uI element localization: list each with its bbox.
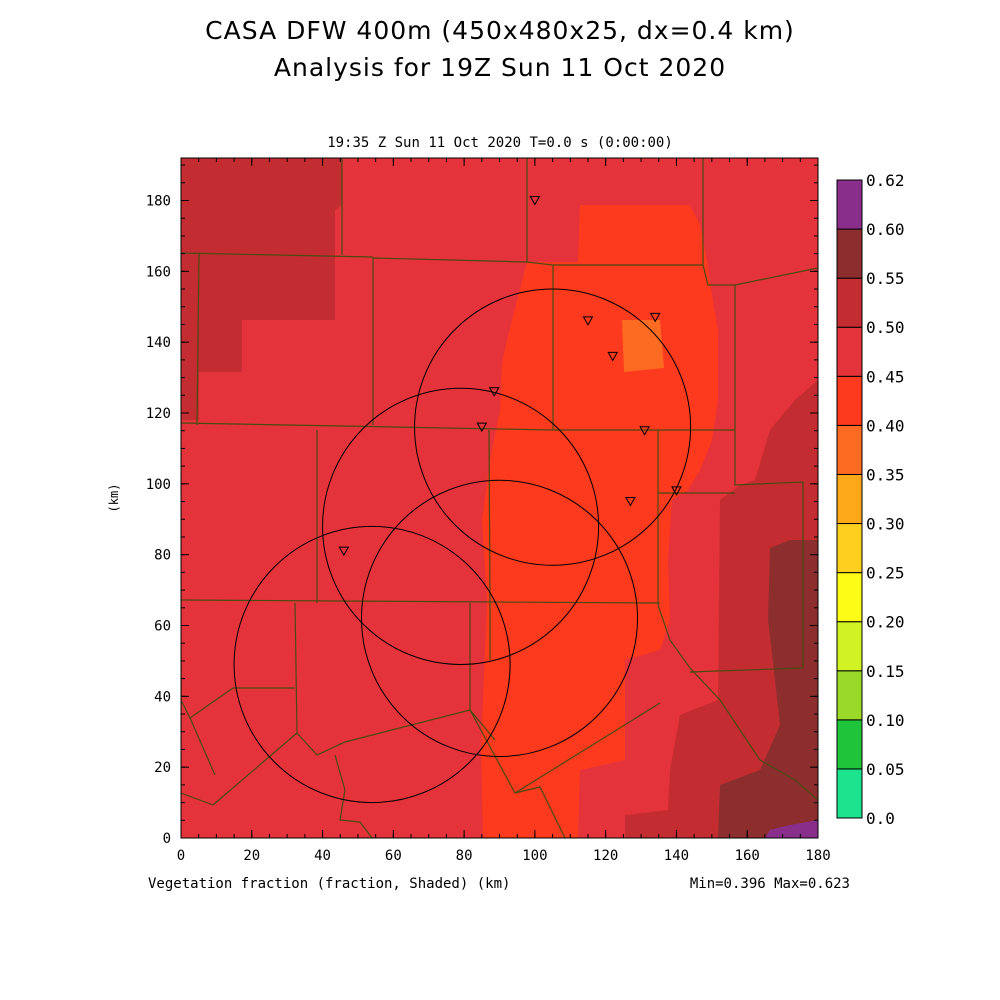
colorbar-swatch (836, 473, 863, 525)
colorbar-swatch (836, 621, 863, 672)
colorbar-swatch (836, 719, 863, 770)
station-marker (476, 422, 488, 433)
y-axis-label: (km) (107, 484, 121, 513)
colorbar-label: 0.62 (866, 171, 905, 190)
chart-title: CASA DFW 400m (450x480x25, dx=0.4 km) (205, 16, 795, 45)
field-region (181, 158, 342, 420)
y-tick-label: 120 (146, 406, 171, 422)
station-marker (488, 387, 500, 397)
station-marker (338, 546, 350, 557)
chart-title-analysis: Analysis for 19Z Sun 11 Oct 2020 (273, 53, 727, 82)
x-tick-label: 0 (177, 848, 185, 864)
x-tick-label: 120 (593, 848, 618, 864)
colorbar-swatch (836, 424, 863, 475)
radar-range-rings (233, 288, 692, 804)
station-marker (639, 426, 650, 436)
range-ring (360, 479, 639, 758)
colorbar-swatch (836, 277, 863, 328)
y-tick-label: 0 (163, 831, 171, 847)
y-tick-label: 60 (154, 619, 171, 635)
colorbar-label: 0.40 (866, 416, 905, 435)
range-ring (322, 387, 600, 665)
colorbar-swatch (836, 670, 863, 721)
colorbar-label: 0.25 (866, 564, 905, 583)
field-region (735, 158, 818, 262)
colorbar-swatch (836, 768, 863, 819)
county-boundaries (181, 158, 818, 838)
x-tick-label: 80 (456, 848, 473, 864)
y-tick-label: 160 (146, 264, 171, 280)
station-markers (338, 196, 682, 557)
chart-subtitle: 19:35 Z Sun 11 Oct 2020 T=0.0 s (0:00:00… (327, 135, 673, 151)
colorbar-label: 0.30 (866, 515, 905, 534)
x-tick-label: 180 (805, 848, 830, 864)
y-tick-label: 20 (154, 760, 171, 776)
y-tick-label: 40 (154, 689, 171, 705)
field-region (718, 540, 818, 838)
field-description: Vegetation fraction (fraction, Shaded) (… (148, 876, 511, 892)
y-tick-label: 80 (154, 548, 171, 564)
colorbar-label: 0.05 (866, 760, 905, 779)
field-region (625, 380, 818, 838)
station-marker (671, 486, 682, 496)
colorbar-label: 0.35 (866, 465, 905, 484)
colorbar-label: 0.20 (866, 613, 905, 632)
x-tick-label: 20 (243, 848, 260, 864)
station-marker (625, 497, 636, 507)
range-ring (233, 525, 511, 804)
y-axis: 0 20 40 60 80 100 120 140 160 180 (146, 164, 818, 847)
colorbar: 0.0 0.05 0.10 0.15 0.20 0.25 0.30 0.35 0.40 0.45 0… (836, 171, 905, 828)
colorbar-label: 0.0 (866, 809, 895, 828)
field-region (765, 820, 818, 838)
colorbar-swatch (836, 375, 863, 426)
colorbar-label: 0.15 (866, 662, 905, 681)
colorbar-swatch (836, 228, 863, 279)
x-tick-label: 40 (314, 848, 331, 864)
station-marker (529, 196, 541, 206)
x-axis: 0 20 40 60 80 100 120 140 160 180 (177, 158, 831, 864)
colorbar-swatch (836, 523, 863, 574)
colorbar-label: 0.45 (866, 367, 905, 386)
x-tick-label: 60 (385, 848, 402, 864)
y-tick-label: 140 (146, 335, 171, 351)
shaded-field (181, 158, 818, 838)
station-marker (649, 312, 661, 323)
min-max-readout: Min=0.396 Max=0.623 (689, 876, 850, 892)
colorbar-label: 0.60 (866, 220, 905, 239)
colorbar-swatch (836, 572, 863, 623)
y-tick-label: 100 (146, 477, 171, 493)
station-marker (607, 351, 619, 362)
x-tick-label: 160 (735, 848, 760, 864)
colorbar-swatch (836, 179, 863, 230)
y-tick-label: 180 (146, 194, 171, 210)
colorbar-swatch (836, 326, 863, 377)
range-ring (414, 288, 692, 566)
colorbar-label: 0.10 (866, 711, 905, 730)
field-region (622, 320, 664, 372)
station-marker (582, 316, 594, 326)
x-tick-label: 100 (522, 848, 547, 864)
x-tick-label: 140 (664, 848, 689, 864)
colorbar-label: 0.50 (866, 318, 905, 337)
colorbar-label: 0.55 (866, 269, 905, 288)
